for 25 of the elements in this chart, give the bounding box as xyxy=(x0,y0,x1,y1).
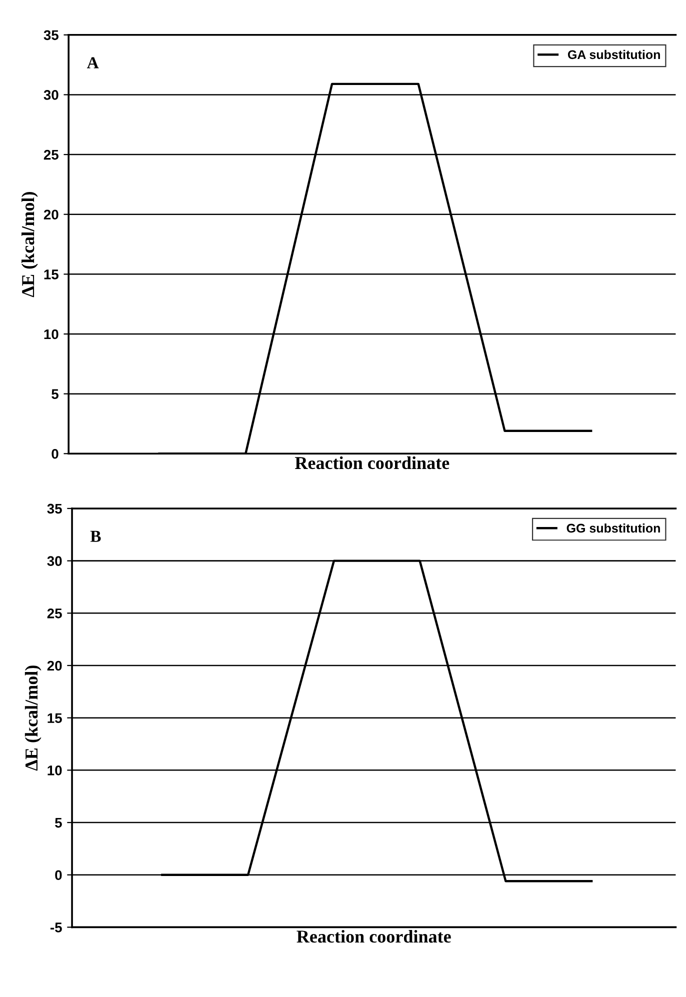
y-tick-label: 5 xyxy=(55,818,62,828)
y-tick-label: 5 xyxy=(52,389,58,399)
y-tick-label: 25 xyxy=(44,150,58,160)
y-tick-label: 10 xyxy=(44,329,58,340)
y-tick-label: -5 xyxy=(50,922,62,932)
y-tick-label: 0 xyxy=(52,448,58,459)
x-axis-title: Reaction coordinate xyxy=(296,930,451,943)
y-tick-label: 10 xyxy=(48,766,62,776)
y-tick-label: 0 xyxy=(55,870,62,880)
y-tick-label: 20 xyxy=(47,660,62,671)
y-tick-label: 25 xyxy=(47,608,62,618)
y-tick-label: 35 xyxy=(44,30,58,40)
y-tick-label: 15 xyxy=(48,713,62,724)
y-axis-title: ΔE (kcal/mol) xyxy=(24,666,42,771)
x-axis-title: Reaction coordinate xyxy=(294,456,450,470)
legend-label: GG substitution xyxy=(566,523,660,533)
annotation: A xyxy=(86,57,99,68)
y-tick-label: 20 xyxy=(44,210,58,220)
annotation: B xyxy=(90,530,101,542)
y-tick-label: 30 xyxy=(47,556,62,566)
legend-label: GA substitution xyxy=(568,50,660,60)
y-tick-label: 30 xyxy=(44,90,58,100)
y-tick-label: 35 xyxy=(47,504,62,514)
y-tick-label: 15 xyxy=(44,270,58,280)
y-axis-title: ΔE (kcal/mol) xyxy=(22,192,38,298)
